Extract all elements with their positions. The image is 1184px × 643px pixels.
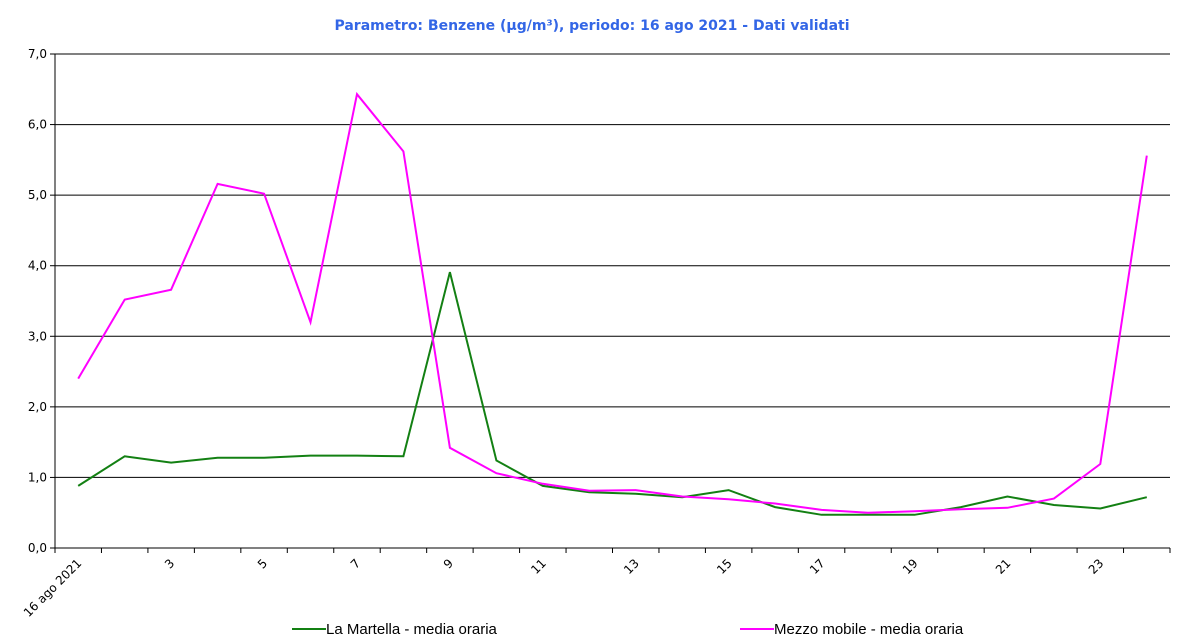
- x-tick-label: 9: [441, 556, 456, 571]
- legend-label: La Martella - media oraria: [326, 621, 498, 638]
- x-tick-label: 19: [900, 556, 921, 577]
- y-tick-label: 5,0: [28, 188, 47, 202]
- x-tick-label: 15: [714, 556, 735, 577]
- y-tick-label: 7,0: [28, 47, 47, 61]
- y-tick-label: 3,0: [28, 329, 47, 343]
- x-tick-label: 23: [1086, 556, 1107, 577]
- x-tick-label: 13: [621, 556, 642, 577]
- series-line: [77, 271, 1148, 516]
- chart-title: Parametro: Benzene (µg/m³), periodo: 16 …: [334, 18, 849, 34]
- y-tick-label: 1,0: [28, 470, 47, 484]
- y-tick-label: 4,0: [28, 259, 47, 273]
- x-tick-label: 3: [162, 556, 177, 571]
- y-tick-label: 0,0: [28, 541, 47, 555]
- y-tick-label: 2,0: [28, 400, 47, 414]
- y-tick-label: 6,0: [28, 118, 47, 132]
- x-tick-label: 16 ago 2021: [21, 556, 84, 619]
- x-tick-label: 21: [993, 556, 1014, 577]
- x-tick-label: 5: [255, 556, 270, 571]
- x-tick-label: 7: [348, 556, 363, 571]
- x-tick-label: 17: [807, 556, 828, 577]
- x-tick-label: 11: [528, 556, 549, 577]
- legend-label: Mezzo mobile - media oraria: [774, 621, 964, 638]
- series-line: [77, 91, 1148, 514]
